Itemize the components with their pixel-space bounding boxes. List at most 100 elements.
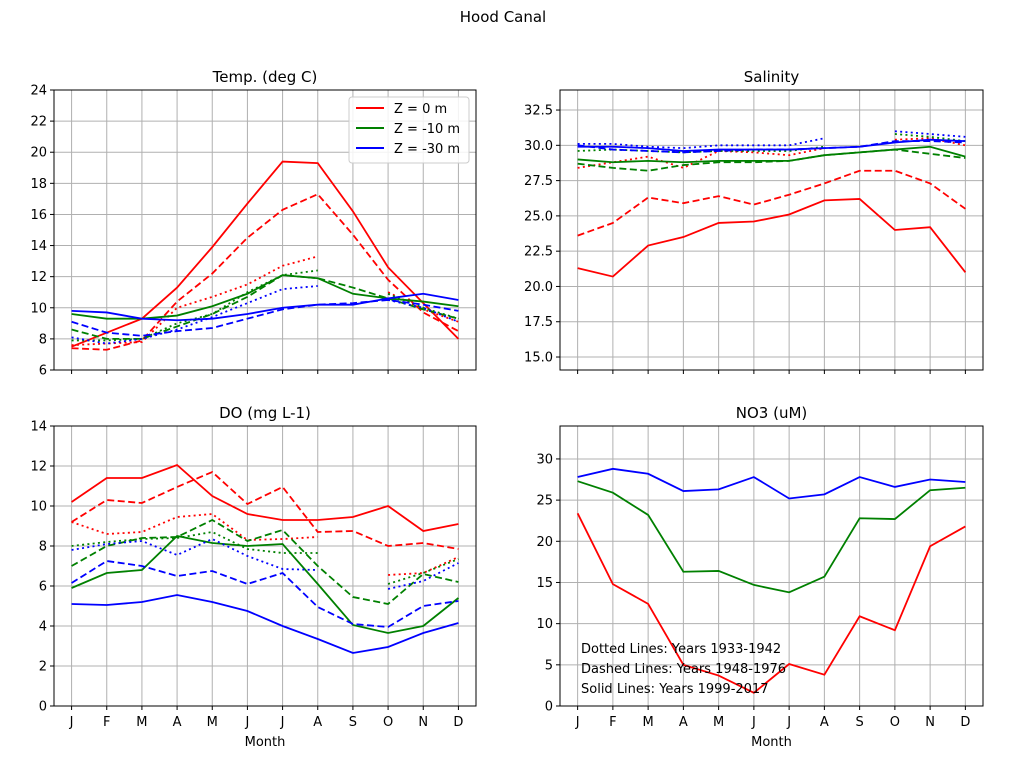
axes-frame: [559, 89, 984, 371]
x-tick-label: O: [890, 715, 900, 730]
y-tick-label: 20: [30, 146, 47, 161]
axes-frame: [559, 425, 984, 707]
x-tick-label: O: [383, 715, 393, 730]
y-tick-label: 24: [30, 84, 47, 99]
x-tick-label: J: [244, 715, 249, 730]
y-tick-label: 8: [39, 540, 47, 555]
series-line-dotted-2: [71, 255, 318, 347]
series-line-solid-3: [71, 535, 459, 634]
series-line-dashed-4: [577, 148, 966, 172]
legend-label: Z = 0 m: [394, 102, 447, 117]
legend: Z = 0 m Z = -10 m Z = -30 m: [348, 96, 470, 164]
x-tick-label: M: [643, 715, 654, 730]
y-tick-label: 14: [30, 420, 47, 435]
x-axis-label: Month: [751, 735, 792, 750]
annotation-text: Solid Lines: Years 1999-2017: [581, 682, 768, 697]
x-tick-label: N: [418, 715, 428, 730]
x-tick-label: J: [575, 715, 580, 730]
y-tick-label: 22: [30, 115, 47, 130]
annotation-text: Dashed Lines: Years 1948-1976: [581, 662, 786, 677]
y-tick-label: 22.5: [524, 245, 553, 260]
y-tick-label: 0: [39, 700, 47, 715]
x-axis-label: Month: [245, 735, 286, 750]
x-tick-label: J: [280, 715, 285, 730]
subplot-1: 15.0 17.5 20.0 22.5 25.0 27.5 30.0 32.5 Salinity: [524, 68, 984, 374]
annotation-text: Dotted Lines: Years 1933-1942: [581, 642, 781, 657]
series-line-solid-3: [71, 274, 459, 320]
y-tick-label: 27.5: [524, 174, 553, 189]
series-line-solid-0: [577, 198, 967, 278]
series-line-dotted-2: [388, 556, 459, 576]
series-line-solid-1: [577, 480, 966, 594]
series-line-dotted-2: [577, 147, 825, 169]
x-tick-label: D: [453, 715, 463, 730]
x-tick-label: J: [786, 715, 791, 730]
series-line-solid-0: [71, 160, 460, 348]
series-line-solid-2: [577, 467, 966, 500]
x-tick-label: N: [925, 715, 935, 730]
y-tick-label: 20: [536, 535, 553, 550]
series-line-dotted-8: [387, 299, 459, 323]
series-line-solid-6: [71, 292, 459, 322]
series-line-dashed-7: [577, 140, 966, 154]
series-line-dashed-4: [71, 518, 459, 605]
x-tick-label: M: [207, 715, 218, 730]
x-tick-label: A: [313, 715, 322, 730]
series-line-dashed-1: [71, 470, 459, 550]
y-tick-label: 17.5: [524, 315, 553, 330]
legend-box: [348, 96, 470, 164]
series-line-dotted-5: [894, 133, 966, 142]
series-line-dotted-5: [71, 269, 318, 342]
series-line-dotted-8: [387, 562, 459, 590]
y-tick-label: 12: [30, 270, 47, 285]
y-tick-label: 10: [536, 617, 553, 632]
x-tick-label: A: [173, 715, 182, 730]
y-tick-label: 10: [30, 500, 47, 515]
y-tick-label: 12: [30, 460, 47, 475]
y-tick-label: 4: [39, 620, 47, 635]
x-tick-label: M: [136, 715, 147, 730]
y-tick-label: 25.0: [524, 209, 553, 224]
series-line-dotted-5: [577, 145, 825, 154]
x-tick-label: A: [820, 715, 829, 730]
series-line-dashed-7: [71, 560, 459, 628]
series-line-dotted-5: [387, 292, 459, 320]
x-tick-label: S: [855, 715, 863, 730]
x-tick-label: S: [349, 715, 357, 730]
y-tick-label: 20.0: [524, 280, 553, 295]
subplot-title: NO3 (uM): [736, 404, 808, 422]
series-line-dotted-2: [71, 513, 318, 541]
x-tick-label: M: [713, 715, 724, 730]
y-tick-label: 15.0: [524, 351, 553, 366]
subplot-title: Salinity: [744, 68, 800, 86]
y-tick-label: 5: [545, 658, 553, 673]
axes-frame: [53, 89, 477, 371]
subplot-0: 6 8 10 12 14 16 18 20 22 24 Temp. (deg C): [30, 68, 477, 379]
subplot-3: J F M A M J J A S O N D 0 5 10 15 20 25 30 NO3 (uM) Month: [536, 404, 984, 750]
x-tick-label: J: [751, 715, 756, 730]
series-line-dotted-5: [387, 558, 459, 585]
y-tick-label: 6: [39, 580, 47, 595]
series-line-dotted-2: [387, 291, 459, 323]
series-line-solid-0: [71, 463, 459, 532]
series-line-solid-0: [576, 512, 966, 694]
subplot-2: J F M A M J J A S O N D 0 2 4 6 8 10 12 14 DO (mg L-1) Month: [30, 404, 477, 750]
series-line-dotted-8: [71, 538, 318, 571]
legend-label: Z = -30 m: [394, 142, 460, 157]
y-tick-label: 16: [30, 208, 47, 223]
x-tick-label: F: [609, 715, 616, 730]
y-tick-label: 30.0: [524, 139, 553, 154]
y-tick-label: 25: [536, 494, 553, 509]
x-tick-label: A: [679, 715, 688, 730]
y-tick-label: 8: [39, 332, 47, 347]
y-tick-label: 32.5: [524, 104, 553, 119]
y-tick-label: 2: [39, 660, 47, 675]
axes-frame: [53, 425, 477, 707]
x-tick-label: F: [103, 715, 110, 730]
y-tick-label: 0: [545, 700, 553, 715]
legend-label: Z = -10 m: [394, 122, 460, 137]
series-line-dotted-8: [577, 137, 825, 150]
series-line-dotted-5: [71, 531, 318, 554]
series-line-dotted-8: [894, 130, 966, 138]
